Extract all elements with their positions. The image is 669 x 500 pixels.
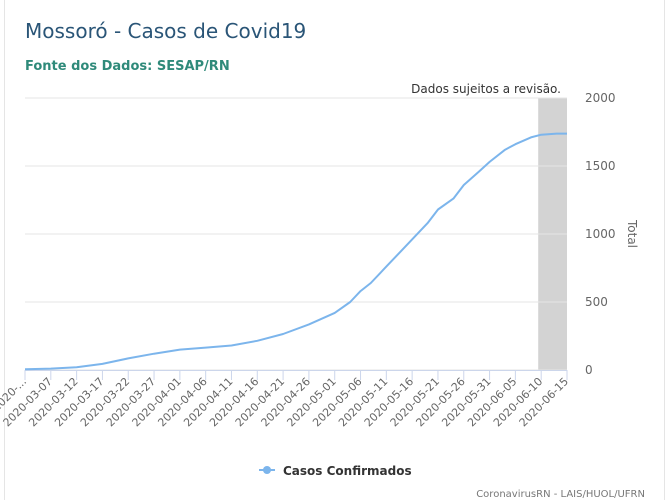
plot-band-label: Dados sujeitos a revisão. bbox=[411, 82, 561, 96]
legend-item-casos-confirmados: Casos Confirmados bbox=[283, 464, 412, 478]
series-line-casos-confirmados bbox=[24, 132, 567, 371]
y-tick-label: 1500 bbox=[585, 159, 616, 173]
y-axis-title: Total bbox=[625, 219, 639, 248]
y-tick-label: 500 bbox=[585, 295, 608, 309]
chart-title: Mossoró - Casos de Covid19 bbox=[25, 19, 307, 43]
chart-subtitle: Fonte dos Dados: SESAP/RN bbox=[25, 59, 230, 74]
y-tick-label: 1000 bbox=[585, 227, 616, 241]
credits-text: CoronavirusRN - LAIS/HUOL/UFRN bbox=[476, 489, 645, 500]
y-tick-label: 0 bbox=[585, 363, 593, 377]
y-tick-label: 2000 bbox=[585, 91, 616, 105]
legend-marker bbox=[263, 466, 271, 474]
